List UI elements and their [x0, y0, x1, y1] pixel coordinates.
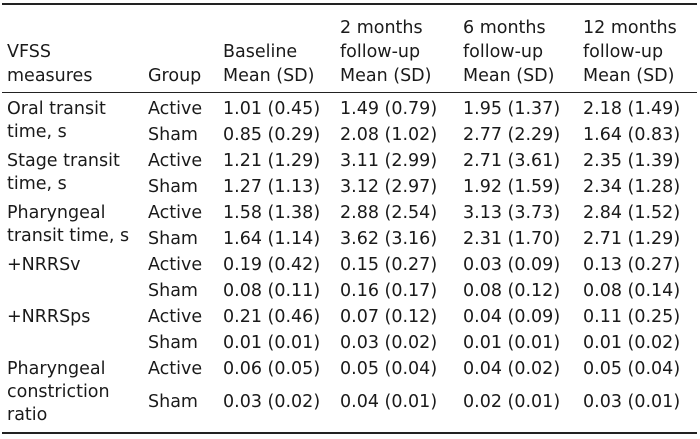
header-12-months-line3: Mean (SD) — [583, 66, 675, 86]
value-cell-m6: 0.04 (0.02) — [463, 359, 561, 379]
value-cell-m12: 2.34 (1.28) — [583, 177, 681, 197]
value-cell-m6: 0.04 (0.09) — [463, 307, 561, 327]
value-cell-m6: 0.02 (0.01) — [463, 392, 561, 412]
value-cell-m12: 2.35 (1.39) — [583, 151, 681, 171]
value-cell-m6: 0.08 (0.12) — [463, 281, 561, 301]
header-6-months-line1: 6 months — [463, 18, 546, 38]
group-cell: Active — [148, 255, 203, 275]
value-cell-baseline: 1.01 (0.45) — [223, 99, 321, 119]
value-cell-m12: 0.13 (0.27) — [583, 255, 681, 275]
value-cell-baseline: 0.21 (0.46) — [223, 307, 321, 327]
value-cell-m6: 3.13 (3.73) — [463, 203, 561, 223]
group-cell: Sham — [148, 392, 198, 412]
value-cell-m2: 3.62 (3.16) — [340, 229, 438, 249]
group-cell: Sham — [148, 177, 198, 197]
header-baseline-line1: Baseline — [223, 42, 298, 62]
group-cell: Active — [148, 307, 203, 327]
group-cell: Active — [148, 99, 203, 119]
value-cell-m2: 0.15 (0.27) — [340, 255, 438, 275]
header-measures-line2: measures — [7, 66, 93, 86]
value-cell-baseline: 0.08 (0.11) — [223, 281, 321, 301]
group-cell: Sham — [148, 281, 198, 301]
header-12-months: 12 months follow-up Mean (SD) — [583, 12, 677, 88]
measure-label: Stage transit time, s — [7, 151, 120, 194]
header-measures: VFSS measures — [7, 12, 92, 88]
header-2-months-line2: follow-up — [340, 42, 421, 62]
value-cell-m6: 2.71 (3.61) — [463, 151, 561, 171]
header-baseline: Baseline Mean (SD) — [223, 12, 314, 88]
value-cell-m6: 1.92 (1.59) — [463, 177, 561, 197]
value-cell-m12: 0.05 (0.04) — [583, 359, 681, 379]
value-cell-m2: 0.07 (0.12) — [340, 307, 438, 327]
value-cell-m6: 2.77 (2.29) — [463, 125, 561, 145]
value-cell-m12: 2.18 (1.49) — [583, 99, 681, 119]
header-group-line1: Group — [148, 66, 202, 86]
value-cell-m12: 0.08 (0.14) — [583, 281, 681, 301]
header-6-months-line3: Mean (SD) — [463, 66, 555, 86]
group-cell: Active — [148, 151, 203, 171]
value-cell-baseline: 1.27 (1.13) — [223, 177, 321, 197]
header-6-months-line2: follow-up — [463, 42, 544, 62]
group-cell: Active — [148, 359, 203, 379]
value-cell-m6: 0.03 (0.09) — [463, 255, 561, 275]
value-cell-baseline: 0.01 (0.01) — [223, 333, 321, 353]
header-6-months: 6 months follow-up Mean (SD) — [463, 12, 554, 88]
value-cell-m12: 2.71 (1.29) — [583, 229, 681, 249]
measure-label: +NRRSv — [7, 255, 81, 275]
value-cell-baseline: 1.21 (1.29) — [223, 151, 321, 171]
value-cell-baseline: 1.58 (1.38) — [223, 203, 321, 223]
header-group: Group — [148, 12, 201, 88]
value-cell-m12: 2.84 (1.52) — [583, 203, 681, 223]
measure-label: +NRRSps — [7, 307, 91, 327]
value-cell-m6: 1.95 (1.37) — [463, 99, 561, 119]
value-cell-baseline: 1.64 (1.14) — [223, 229, 321, 249]
header-baseline-line2: Mean (SD) — [223, 66, 315, 86]
value-cell-m6: 2.31 (1.70) — [463, 229, 561, 249]
value-cell-m2: 1.49 (0.79) — [340, 99, 438, 119]
value-cell-m2: 0.04 (0.01) — [340, 392, 438, 412]
value-cell-baseline: 0.85 (0.29) — [223, 125, 321, 145]
header-12-months-line1: 12 months — [583, 18, 677, 38]
value-cell-m2: 0.03 (0.02) — [340, 333, 438, 353]
measure-label: Pharyngeal transit time, s — [7, 203, 130, 246]
value-cell-m2: 3.11 (2.99) — [340, 151, 438, 171]
value-cell-m12: 0.03 (0.01) — [583, 392, 681, 412]
header-2-months-line3: Mean (SD) — [340, 66, 432, 86]
measure-label: Pharyngeal constriction ratio — [7, 359, 110, 425]
group-cell: Sham — [148, 125, 198, 145]
header-12-months-line2: follow-up — [583, 42, 664, 62]
value-cell-m2: 0.16 (0.17) — [340, 281, 438, 301]
table-top-rule — [2, 3, 697, 5]
value-cell-m2: 0.05 (0.04) — [340, 359, 438, 379]
group-cell: Sham — [148, 229, 198, 249]
value-cell-m12: 0.11 (0.25) — [583, 307, 681, 327]
group-cell: Active — [148, 203, 203, 223]
value-cell-m2: 2.88 (2.54) — [340, 203, 438, 223]
value-cell-m12: 1.64 (0.83) — [583, 125, 681, 145]
table-bottom-rule — [2, 432, 697, 434]
value-cell-baseline: 0.06 (0.05) — [223, 359, 321, 379]
header-measures-line1: VFSS — [7, 42, 51, 62]
value-cell-m2: 2.08 (1.02) — [340, 125, 438, 145]
value-cell-m12: 0.01 (0.02) — [583, 333, 681, 353]
header-divider-rule — [2, 92, 697, 93]
header-2-months: 2 months follow-up Mean (SD) — [340, 12, 431, 88]
header-2-months-line1: 2 months — [340, 18, 423, 38]
value-cell-m6: 0.01 (0.01) — [463, 333, 561, 353]
measure-label: Oral transit time, s — [7, 99, 106, 142]
value-cell-baseline: 0.19 (0.42) — [223, 255, 321, 275]
value-cell-baseline: 0.03 (0.02) — [223, 392, 321, 412]
group-cell: Sham — [148, 333, 198, 353]
value-cell-m2: 3.12 (2.97) — [340, 177, 438, 197]
